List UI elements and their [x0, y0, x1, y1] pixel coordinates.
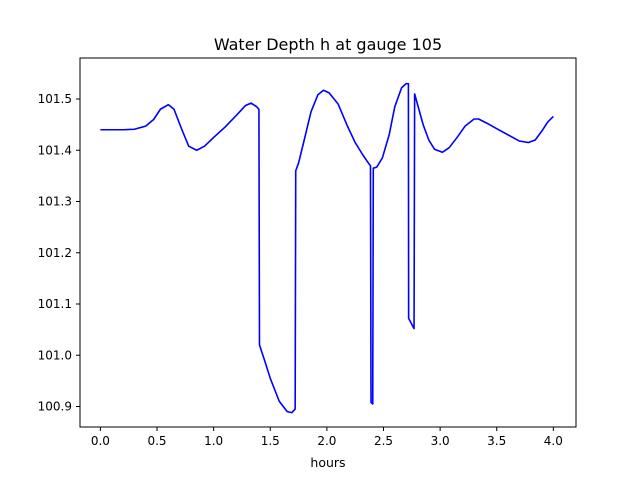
- x-tick-label: 2.5: [374, 434, 393, 448]
- x-tick-label: 0.5: [147, 434, 166, 448]
- x-tick-label: 0.0: [91, 434, 110, 448]
- series-line-0: [100, 82, 554, 414]
- y-tick-label: 101.3: [38, 195, 72, 209]
- y-tick-label: 101.5: [38, 92, 72, 106]
- x-tick-label: 4.0: [544, 434, 563, 448]
- x-axis-label: hours: [310, 455, 345, 470]
- x-tick-label: 1.5: [261, 434, 280, 448]
- y-tick-label: 101.4: [38, 143, 72, 157]
- plot-area: [100, 82, 554, 414]
- y-tick-label: 101.0: [38, 348, 72, 362]
- y-axis: 100.9 101.0 101.1 101.2 101.3 101.4 101.5: [38, 92, 80, 414]
- x-tick-label: 2.0: [317, 434, 336, 448]
- y-tick-label: 101.2: [38, 246, 72, 260]
- y-tick-label: 100.9: [38, 400, 72, 414]
- axes-frame: [79, 57, 577, 428]
- x-tick-label: 3.5: [487, 434, 506, 448]
- y-tick-label: 101.1: [38, 297, 72, 311]
- chart-title: Water Depth h at gauge 105: [214, 35, 442, 54]
- x-tick-label: 1.0: [204, 434, 223, 448]
- x-tick-label: 3.0: [431, 434, 450, 448]
- x-axis: 0.0 0.5 1.0 1.5 2.0 2.5 3.0 3.5 4.0: [91, 427, 563, 448]
